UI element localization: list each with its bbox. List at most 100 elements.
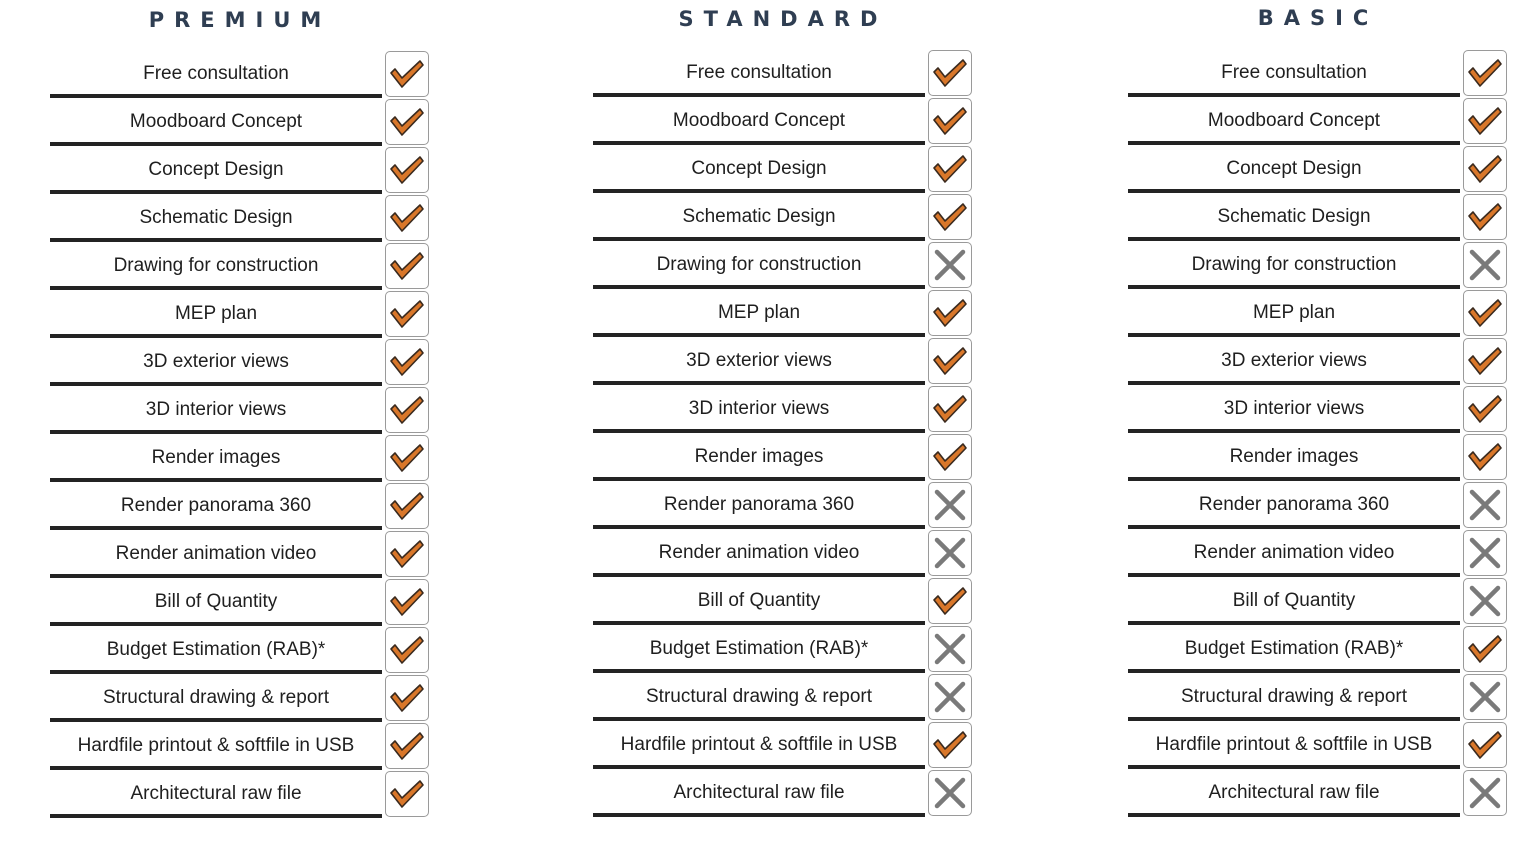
feature-label: 3D exterior views <box>50 339 382 386</box>
included-checkbox <box>928 146 972 192</box>
plan-title: PREMIUM <box>148 8 332 32</box>
plan-title: BASIC <box>1257 6 1379 30</box>
excluded-checkbox <box>928 626 972 672</box>
included-checkbox <box>385 99 429 145</box>
feature-row: Render animation video <box>50 531 430 579</box>
check-icon <box>1468 59 1502 87</box>
feature-list: Free consultation Moodboard Concept Concep… <box>50 51 430 819</box>
included-checkbox <box>385 51 429 97</box>
feature-row: 3D exterior views <box>593 338 973 386</box>
included-checkbox <box>385 387 429 433</box>
feature-label: Budget Estimation (RAB)* <box>50 627 382 674</box>
included-checkbox <box>1463 146 1507 192</box>
check-icon <box>390 636 424 664</box>
feature-row: 3D interior views <box>1128 386 1508 434</box>
feature-row: Schematic Design <box>593 194 973 242</box>
feature-row: Hardfile printout & softfile in USB <box>1128 722 1508 770</box>
plan-title: STANDARD <box>678 7 888 31</box>
feature-row: MEP plan <box>50 291 430 339</box>
excluded-checkbox <box>1463 770 1507 816</box>
included-checkbox <box>928 578 972 624</box>
feature-label: Hardfile printout & softfile in USB <box>593 722 925 769</box>
included-checkbox <box>928 434 972 480</box>
cross-icon <box>934 249 966 281</box>
feature-row: 3D interior views <box>593 386 973 434</box>
feature-row: Structural drawing & report <box>50 675 430 723</box>
feature-label: Bill of Quantity <box>1128 578 1460 625</box>
check-icon <box>390 492 424 520</box>
check-icon <box>933 347 967 375</box>
feature-row: Architectural raw file <box>593 770 973 818</box>
feature-row: Architectural raw file <box>1128 770 1508 818</box>
check-icon <box>390 60 424 88</box>
excluded-checkbox <box>1463 674 1507 720</box>
feature-row: Render animation video <box>1128 530 1508 578</box>
cross-icon <box>934 489 966 521</box>
feature-row: Render panorama 360 <box>593 482 973 530</box>
check-icon <box>390 444 424 472</box>
excluded-checkbox <box>1463 482 1507 528</box>
included-checkbox <box>1463 290 1507 336</box>
feature-row: Render images <box>1128 434 1508 482</box>
feature-label: Moodboard Concept <box>1128 98 1460 145</box>
feature-label: 3D interior views <box>50 387 382 434</box>
feature-label: MEP plan <box>1128 290 1460 337</box>
feature-row: Moodboard Concept <box>593 98 973 146</box>
included-checkbox <box>1463 194 1507 240</box>
feature-label: Free consultation <box>1128 50 1460 97</box>
included-checkbox <box>385 627 429 673</box>
feature-label: Concept Design <box>593 146 925 193</box>
feature-row: Render images <box>593 434 973 482</box>
excluded-checkbox <box>928 770 972 816</box>
included-checkbox <box>928 386 972 432</box>
feature-label: Render animation video <box>593 530 925 577</box>
included-checkbox <box>385 675 429 721</box>
check-icon <box>933 395 967 423</box>
feature-label: Render images <box>593 434 925 481</box>
feature-label: Architectural raw file <box>50 771 382 818</box>
cross-icon <box>934 681 966 713</box>
feature-label: Drawing for construction <box>50 243 382 290</box>
check-icon <box>1468 155 1502 183</box>
feature-row: Concept Design <box>593 146 973 194</box>
feature-row: Schematic Design <box>1128 194 1508 242</box>
check-icon <box>390 732 424 760</box>
feature-label: MEP plan <box>593 290 925 337</box>
feature-label: Concept Design <box>50 147 382 194</box>
excluded-checkbox <box>1463 530 1507 576</box>
feature-label: Hardfile printout & softfile in USB <box>50 723 382 770</box>
feature-label: Schematic Design <box>1128 194 1460 241</box>
cross-icon <box>1469 249 1501 281</box>
feature-label: Concept Design <box>1128 146 1460 193</box>
feature-row: Hardfile printout & softfile in USB <box>50 723 430 771</box>
feature-row: Concept Design <box>50 147 430 195</box>
feature-label: Architectural raw file <box>1128 770 1460 817</box>
feature-label: Render panorama 360 <box>50 483 382 530</box>
excluded-checkbox <box>928 530 972 576</box>
feature-row: Render panorama 360 <box>50 483 430 531</box>
excluded-checkbox <box>928 482 972 528</box>
check-icon <box>1468 347 1502 375</box>
feature-list: Free consultation Moodboard Concept Concep… <box>593 50 973 818</box>
feature-row: Render images <box>50 435 430 483</box>
feature-row: Hardfile printout & softfile in USB <box>593 722 973 770</box>
cross-icon <box>1469 777 1501 809</box>
feature-label: Architectural raw file <box>593 770 925 817</box>
feature-row: 3D exterior views <box>1128 338 1508 386</box>
check-icon <box>1468 203 1502 231</box>
feature-row: Bill of Quantity <box>50 579 430 627</box>
check-icon <box>390 204 424 232</box>
excluded-checkbox <box>1463 242 1507 288</box>
included-checkbox <box>385 723 429 769</box>
cross-icon <box>1469 489 1501 521</box>
included-checkbox <box>928 722 972 768</box>
included-checkbox <box>928 338 972 384</box>
included-checkbox <box>928 290 972 336</box>
feature-label: Render images <box>50 435 382 482</box>
check-icon <box>933 443 967 471</box>
check-icon <box>933 203 967 231</box>
feature-label: Render animation video <box>1128 530 1460 577</box>
included-checkbox <box>1463 626 1507 672</box>
feature-row: Moodboard Concept <box>1128 98 1508 146</box>
feature-label: Schematic Design <box>50 195 382 242</box>
